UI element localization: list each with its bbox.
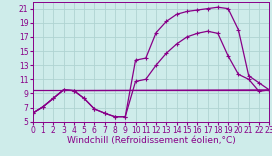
X-axis label: Windchill (Refroidissement éolien,°C): Windchill (Refroidissement éolien,°C) [67,136,235,145]
